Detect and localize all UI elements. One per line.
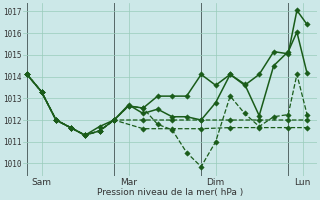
X-axis label: Pression niveau de la mer( hPa ): Pression niveau de la mer( hPa ): [97, 188, 243, 197]
